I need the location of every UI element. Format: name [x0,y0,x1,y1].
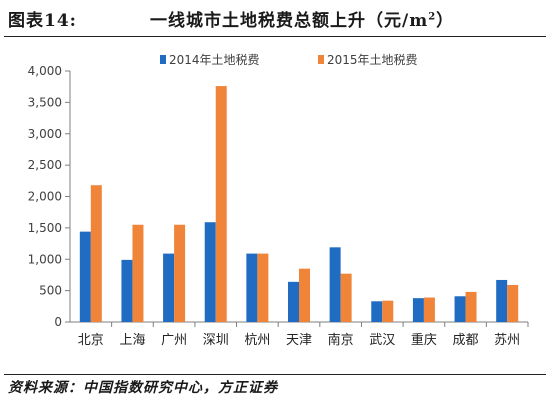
legend-swatch [318,55,324,64]
bar-2015 [174,224,186,322]
top-rule [4,36,546,37]
bar-chart: 0 500 1,000 1,500 2,000 2,500 3,000 3,500 4,000 北… [28,53,529,348]
bar-2014 [246,253,258,322]
bar-2014 [329,247,341,322]
x-tick-label: 广州 [161,333,187,348]
chart-title-text: 一线城市土地税费总额上升（元/m [150,11,429,31]
x-tick-label: 北京 [78,333,104,348]
y-tick-label: 2,500 [28,158,62,172]
legend-label: 2014年土地税费 [169,53,260,67]
y-tick-label: 1,000 [28,252,62,266]
bar-2015 [90,185,102,322]
bar-2014 [371,301,383,322]
bar-2015 [340,273,352,322]
y-tick-label: 500 [39,284,62,298]
y-tick-label: 4,000 [28,64,62,78]
x-tick-label: 深圳 [203,333,229,348]
x-tick-label: 成都 [453,333,479,348]
bar-2014 [288,281,299,322]
y-tick-label: 1,500 [28,221,62,235]
x-tick-label: 武汉 [369,333,395,348]
x-tick-label: 上海 [119,333,145,348]
bottom-rule [4,374,546,375]
legend-label: 2015年土地税费 [327,53,418,67]
legend-swatch [160,55,166,64]
bar-2015 [465,291,477,322]
bar-2014 [204,222,216,322]
bar-2015 [507,284,519,322]
y-tick-label: 3,500 [28,95,62,109]
x-tick-label: 天津 [286,333,312,348]
x-tick-label: 杭州 [244,333,270,348]
chart-title: 一线城市土地税费总额上升（元/m2） [150,6,454,31]
chart-title-superscript: 2 [428,11,437,23]
source-note: 资料来源：中国指数研究中心，方正证券 [8,380,278,396]
bar-2014 [412,298,424,322]
y-tick-label: 2,000 [28,190,62,204]
x-tick-label: 苏州 [494,332,520,348]
bar-2015 [257,253,269,322]
y-tick-label: 3,000 [28,127,62,141]
figure-header: 图表14: 一线城市土地税费总额上升（元/m2） [0,0,550,34]
bar-2015 [132,224,144,322]
x-tick-label: 南京 [328,332,354,348]
bar-2014 [121,259,133,322]
bar-2015 [215,86,227,322]
bar-2014 [79,231,91,322]
x-tick-label: 重庆 [411,332,437,348]
bar-2015 [382,300,394,322]
y-tick-label: 0 [54,315,62,329]
figure-label: 图表14: [8,11,77,31]
bar-2014 [454,296,466,322]
bar-2015 [423,297,435,322]
chart-title-close: ） [436,11,455,31]
bar-2014 [163,253,175,322]
bar-2014 [496,279,508,322]
bar-2015 [299,268,310,322]
